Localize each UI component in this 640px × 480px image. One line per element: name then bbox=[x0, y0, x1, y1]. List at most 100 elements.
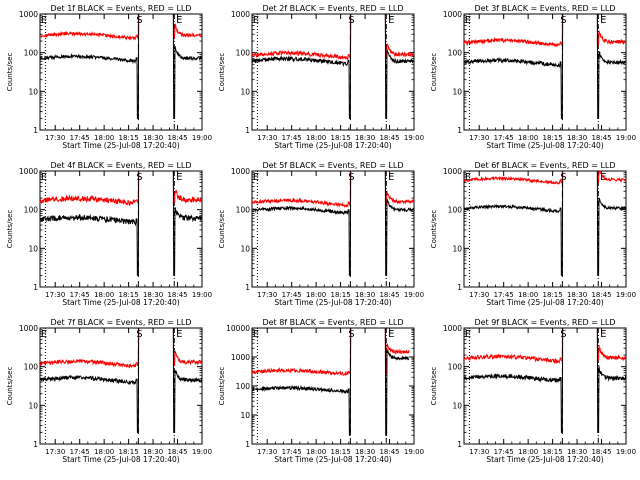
x-tick-label: 18:30 bbox=[567, 291, 587, 299]
y-tick-label: 10 bbox=[28, 401, 38, 410]
x-tick-label: 18:00 bbox=[518, 448, 538, 456]
marker-start-label: E bbox=[253, 172, 259, 183]
y-tick-label: 10 bbox=[240, 411, 250, 420]
x-tick-label: 18:30 bbox=[143, 448, 163, 456]
x-tick-label: 19:00 bbox=[404, 291, 424, 299]
series-lld-line bbox=[464, 328, 626, 365]
x-tick-label: 17:30 bbox=[257, 134, 277, 142]
x-axis-label: Start Time (25-Jul-08 17:20:40) bbox=[62, 141, 179, 150]
x-tick-label: 18:15 bbox=[331, 448, 351, 456]
y-tick-label: 1 bbox=[245, 440, 250, 449]
panel-5: Det 5f BLACK = Events, RED = LLD 1 10 100 10… bbox=[218, 161, 424, 307]
plot-frame bbox=[251, 13, 415, 131]
panel-7: Det 7f BLACK = Events, RED = LLD 1 10 100 10… bbox=[6, 318, 212, 464]
y-tick-label: 1000 bbox=[19, 10, 38, 19]
x-tick-label: 17:30 bbox=[257, 448, 277, 456]
y-tick-label: 100 bbox=[448, 49, 463, 58]
y-tick-label: 10 bbox=[28, 87, 38, 96]
marker-e-label: E bbox=[176, 172, 182, 183]
x-tick-label: 18:45 bbox=[379, 134, 399, 142]
x-tick-label: 17:30 bbox=[469, 448, 489, 456]
x-axis-label: Start Time (25-Jul-08 17:20:40) bbox=[486, 455, 603, 464]
x-tick-label: 18:30 bbox=[355, 448, 375, 456]
panel-title: Det 7f BLACK = Events, RED = LLD bbox=[50, 318, 191, 327]
plot-frame bbox=[463, 327, 627, 445]
panel-title: Det 5f BLACK = Events, RED = LLD bbox=[262, 161, 403, 170]
y-tick-label: 100 bbox=[448, 363, 463, 372]
x-axis-label: Start Time (25-Jul-08 17:20:40) bbox=[62, 455, 179, 464]
panel-title: Det 2f BLACK = Events, RED = LLD bbox=[262, 4, 403, 13]
marker-start-label: E bbox=[253, 329, 259, 340]
x-tick-label: 17:45 bbox=[282, 448, 302, 456]
marker-s-label: S bbox=[560, 172, 566, 183]
y-tick-label: 100 bbox=[24, 206, 39, 215]
marker-e-label: E bbox=[600, 329, 606, 340]
marker-start-label: E bbox=[465, 329, 471, 340]
plot-frame bbox=[251, 327, 415, 445]
y-tick-label: 100 bbox=[24, 363, 39, 372]
x-tick-label: 17:45 bbox=[282, 291, 302, 299]
x-tick-label: 17:30 bbox=[257, 291, 277, 299]
panel-title: Det 8f BLACK = Events, RED = LLD bbox=[262, 318, 403, 327]
plot-frame bbox=[39, 327, 203, 445]
series-lld-line bbox=[40, 171, 202, 207]
x-tick-label: 18:45 bbox=[591, 291, 611, 299]
series-lld-line bbox=[464, 171, 626, 185]
x-tick-label: 19:00 bbox=[404, 134, 424, 142]
x-axis-label: Start Time (25-Jul-08 17:20:40) bbox=[274, 141, 391, 150]
marker-start-label: E bbox=[465, 15, 471, 26]
y-tick-label: 100 bbox=[448, 206, 463, 215]
series-lld-line bbox=[252, 14, 414, 61]
y-tick-label: 10 bbox=[240, 244, 250, 253]
y-tick-label: 1 bbox=[457, 440, 462, 449]
x-tick-label: 18:30 bbox=[355, 134, 375, 142]
marker-start-label: E bbox=[41, 15, 47, 26]
x-tick-label: 17:45 bbox=[70, 134, 90, 142]
x-tick-label: 18:45 bbox=[591, 134, 611, 142]
x-axis-label: Start Time (25-Jul-08 17:20:40) bbox=[62, 298, 179, 307]
y-axis-label: Counts/sec bbox=[218, 367, 226, 406]
x-tick-label: 17:45 bbox=[70, 291, 90, 299]
x-tick-label: 18:30 bbox=[355, 291, 375, 299]
panel-3: Det 3f BLACK = Events, RED = LLD 1 10 100 10… bbox=[430, 4, 636, 150]
y-tick-label: 1 bbox=[457, 126, 462, 135]
marker-s-label: S bbox=[348, 172, 354, 183]
y-tick-label: 1000 bbox=[19, 324, 38, 333]
x-tick-label: 18:15 bbox=[331, 291, 351, 299]
panel-4: Det 4f BLACK = Events, RED = LLD 1 10 100 10… bbox=[6, 161, 212, 307]
y-axis-label: Counts/sec bbox=[430, 210, 438, 249]
plot-frame bbox=[39, 13, 203, 131]
series-lld-line bbox=[464, 14, 626, 48]
panel-8: Det 8f BLACK = Events, RED = LLD 1 10 100 10… bbox=[218, 318, 424, 464]
x-tick-label: 18:30 bbox=[143, 134, 163, 142]
plot-frame bbox=[463, 170, 627, 288]
x-tick-label: 18:00 bbox=[94, 448, 114, 456]
x-tick-label: 18:00 bbox=[94, 134, 114, 142]
marker-e-label: E bbox=[388, 15, 394, 26]
marker-start-label: E bbox=[41, 172, 47, 183]
marker-s-label: S bbox=[136, 329, 142, 340]
series-lld-line bbox=[252, 171, 414, 208]
y-tick-label: 1000 bbox=[443, 167, 462, 176]
series-events-line bbox=[40, 171, 202, 276]
x-tick-label: 19:00 bbox=[192, 134, 212, 142]
marker-s-label: S bbox=[560, 15, 566, 26]
x-tick-label: 19:00 bbox=[404, 448, 424, 456]
marker-s-label: S bbox=[348, 15, 354, 26]
x-axis-label: Start Time (25-Jul-08 17:20:40) bbox=[486, 298, 603, 307]
y-axis-label: Counts/sec bbox=[430, 53, 438, 92]
x-tick-label: 18:45 bbox=[379, 291, 399, 299]
x-tick-label: 17:30 bbox=[469, 134, 489, 142]
y-tick-label: 1 bbox=[33, 440, 38, 449]
x-tick-label: 18:00 bbox=[306, 134, 326, 142]
x-axis-label: Start Time (25-Jul-08 17:20:40) bbox=[486, 141, 603, 150]
marker-s-label: S bbox=[136, 15, 142, 26]
y-tick-label: 100 bbox=[236, 206, 251, 215]
y-axis-label: Counts/sec bbox=[6, 53, 14, 92]
marker-s-label: S bbox=[348, 329, 354, 340]
x-tick-label: 17:45 bbox=[282, 134, 302, 142]
x-tick-label: 19:00 bbox=[192, 448, 212, 456]
x-tick-label: 18:30 bbox=[143, 291, 163, 299]
y-tick-label: 10 bbox=[240, 87, 250, 96]
